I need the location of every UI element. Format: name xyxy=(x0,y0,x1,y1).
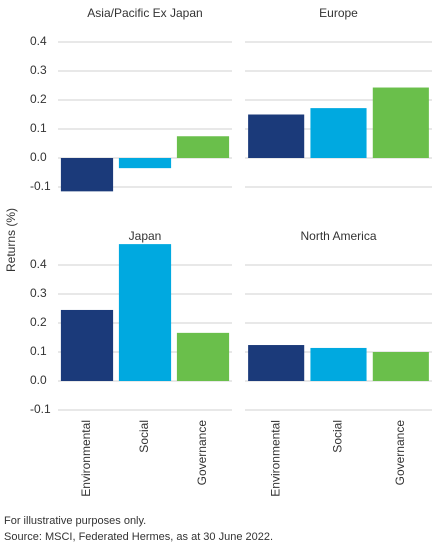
panel-title: Asia/Pacific Ex Japan xyxy=(87,6,202,20)
x-tick-label: Environmental xyxy=(79,420,93,497)
bar xyxy=(372,87,429,158)
y-tick-label: -0.1 xyxy=(30,179,51,193)
panel-title: Europe xyxy=(319,6,358,20)
bar xyxy=(118,158,172,169)
y-tick-label: 0.2 xyxy=(30,315,47,329)
footnote: Source: MSCI, Federated Hermes, as at 30… xyxy=(4,531,273,543)
y-tick-label: 0.1 xyxy=(30,121,47,135)
y-axis-label: Returns (%) xyxy=(4,208,18,272)
bar xyxy=(60,309,114,381)
panel-title: Japan xyxy=(129,229,162,243)
y-tick-label: 0.4 xyxy=(30,257,47,271)
y-tick-label: 0.2 xyxy=(30,92,47,106)
y-tick-label: 0.3 xyxy=(30,286,47,300)
panel-title: North America xyxy=(300,229,376,243)
x-tick-label: Social xyxy=(137,420,151,453)
bar xyxy=(176,136,230,158)
y-tick-label: 0.0 xyxy=(30,373,47,387)
x-tick-label: Governance xyxy=(393,420,407,486)
bar xyxy=(118,244,172,381)
bar xyxy=(310,347,367,381)
bar xyxy=(60,158,114,192)
y-tick-label: 0.4 xyxy=(30,34,47,48)
y-tick-label: 0.0 xyxy=(30,150,47,164)
y-tick-label: 0.1 xyxy=(30,344,47,358)
x-tick-label: Governance xyxy=(195,420,209,486)
bar xyxy=(176,332,230,381)
y-tick-label: 0.3 xyxy=(30,63,47,77)
footnote: For illustrative purposes only. xyxy=(4,515,146,527)
y-tick-label: -0.1 xyxy=(30,402,51,416)
x-tick-label: Social xyxy=(331,420,345,453)
bar xyxy=(310,108,367,158)
x-tick-label: Environmental xyxy=(268,420,282,497)
bar xyxy=(372,352,429,381)
bar xyxy=(248,114,305,158)
bar xyxy=(248,345,305,381)
